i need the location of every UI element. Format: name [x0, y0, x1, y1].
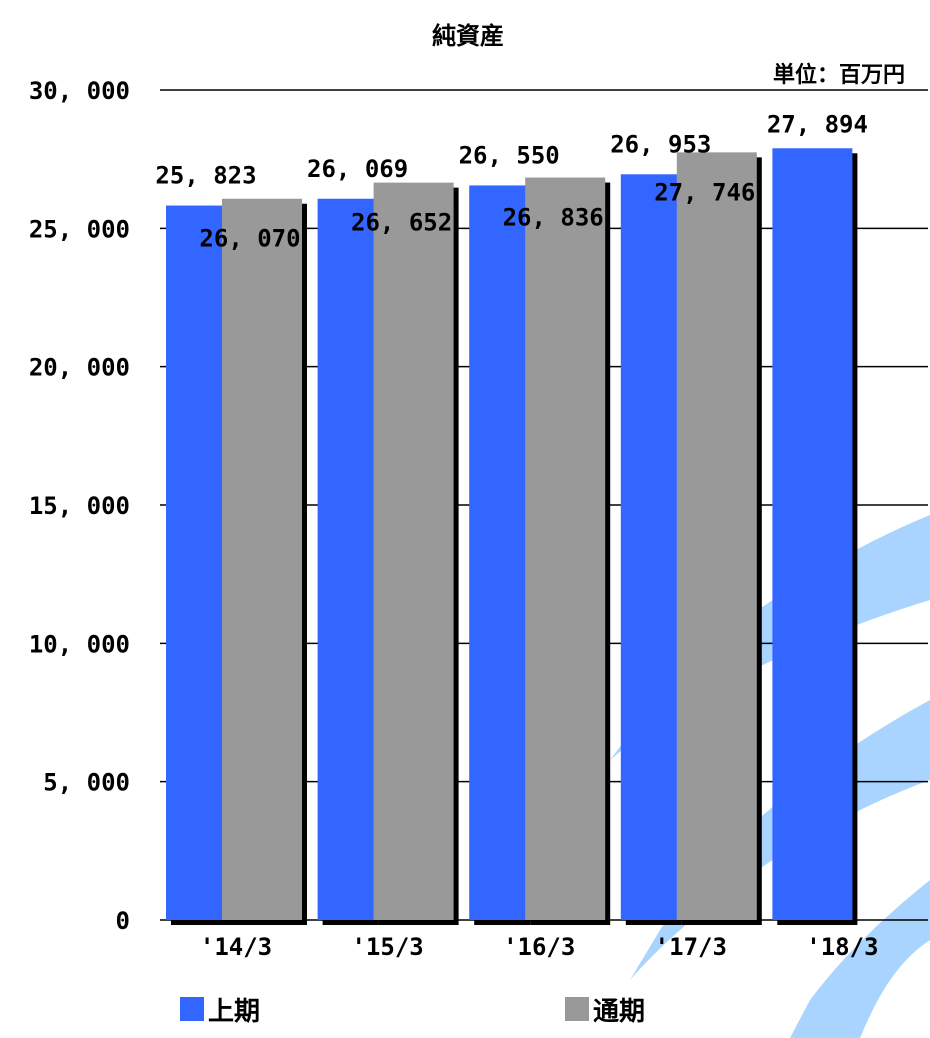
- bars: [166, 148, 858, 926]
- y-tick-label: 25, 000: [29, 215, 130, 243]
- data-label: 26, 953: [610, 130, 711, 158]
- data-label: 26, 836: [503, 204, 604, 232]
- x-tick-label: '14/3: [200, 933, 272, 961]
- bar-上期: [620, 174, 679, 920]
- data-label: 26, 652: [351, 209, 452, 237]
- legend-label: 上期: [208, 997, 260, 1027]
- y-tick-label: 0: [116, 907, 130, 935]
- bar-通期: [373, 182, 454, 921]
- data-label: 27, 746: [654, 178, 755, 206]
- bar-上期: [317, 198, 376, 920]
- x-tick-label: '16/3: [503, 933, 575, 961]
- legend-swatch: [180, 997, 204, 1021]
- chart-title: 純資産: [432, 22, 504, 50]
- y-tick-label: 5, 000: [43, 769, 130, 797]
- x-axis: '14/3 '15/3 '16/3 '17/3 '18/3: [200, 933, 879, 961]
- data-label: 26, 069: [307, 155, 408, 183]
- y-tick-label: 30, 000: [29, 77, 130, 105]
- x-tick-label: '18/3: [806, 933, 878, 961]
- data-labels: 25, 823 26, 070 26, 069 26, 652 26, 550 26, 8…: [155, 110, 868, 252]
- legend: 上期 通期: [180, 997, 645, 1027]
- bar-通期: [676, 152, 757, 921]
- data-label: 26, 070: [199, 225, 300, 253]
- bar-通期: [525, 177, 606, 920]
- data-label: 26, 550: [459, 141, 560, 169]
- bar-上期: [166, 205, 224, 920]
- data-label: 25, 823: [155, 162, 256, 190]
- y-tick-label: 20, 000: [29, 354, 130, 382]
- y-tick-label: 15, 000: [29, 492, 130, 520]
- y-tick-label: 10, 000: [29, 630, 130, 658]
- x-tick-label: '17/3: [655, 933, 727, 961]
- unit-label: 単位：百万円: [773, 62, 905, 88]
- data-label: 27, 894: [767, 110, 868, 138]
- legend-swatch: [565, 997, 589, 1021]
- bar-通期: [222, 198, 302, 921]
- x-tick-label: '15/3: [351, 933, 423, 961]
- bar-上期: [772, 148, 853, 921]
- bar-上期: [469, 185, 528, 920]
- legend-label: 通期: [593, 997, 645, 1027]
- y-axis: 0 5, 000 10, 000 15, 000 20, 000 25, 000 30, 0…: [29, 77, 130, 935]
